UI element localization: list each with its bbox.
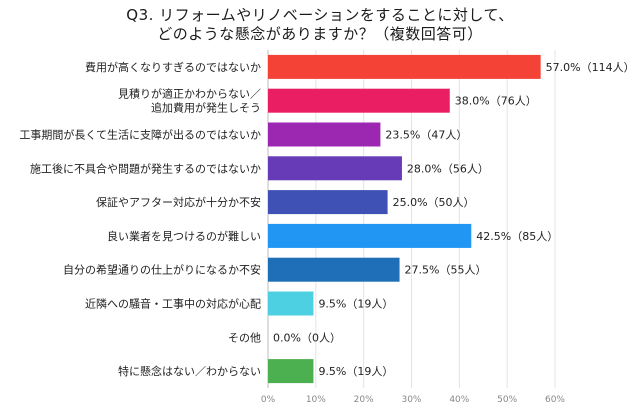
- bar: [268, 190, 388, 215]
- category-label: 自分の希望通りの仕上がりになるか不安: [63, 263, 261, 277]
- chart-title-line-1: Q3. リフォームやリノベーションをすることに対して、: [126, 6, 514, 24]
- bar: [268, 88, 450, 113]
- category-label: その他: [228, 331, 261, 344]
- value-label: 28.0%（56人）: [407, 162, 489, 175]
- x-tick-label: 30%: [401, 395, 421, 405]
- category-label: 施工後に不具合や問題が発生するのではないか: [30, 161, 261, 175]
- bar: [268, 223, 472, 248]
- x-tick-label: 0%: [261, 395, 276, 405]
- value-label: 57.0%（114人）: [546, 61, 635, 74]
- bar: [268, 54, 541, 79]
- category-label: 近隣への騒音・工事中の対応が心配: [85, 297, 261, 311]
- value-label: 25.0%（50人）: [393, 196, 475, 209]
- value-label: 27.5%（55人）: [405, 264, 487, 277]
- value-label: 42.5%（85人）: [476, 230, 558, 243]
- bar: [268, 122, 381, 147]
- x-tick-label: 40%: [449, 395, 469, 405]
- bar: [268, 291, 314, 316]
- value-label: 9.5%（19人）: [318, 365, 393, 378]
- x-tick-label: 60%: [545, 395, 565, 405]
- value-label: 38.0%（76人）: [455, 95, 537, 108]
- chart-title-line-2: どのような懸念がありますか？（複数回答可）: [157, 25, 483, 43]
- bar: [268, 156, 402, 181]
- category-label: 良い業者を見つけるのが難しい: [107, 229, 261, 243]
- value-label: 23.5%（47人）: [385, 129, 467, 142]
- category-label: 見積りが適正かわからない／: [118, 87, 261, 101]
- category-label: 保証やアフター対応が十分か不安: [96, 195, 261, 209]
- category-label: 工事期間が長くて生活に支障が出るのではないか: [19, 128, 261, 142]
- value-label: 0.0%（0人）: [273, 331, 341, 344]
- bar: [268, 257, 400, 282]
- value-label: 9.5%（19人）: [318, 298, 393, 311]
- category-label: 費用が高くなりすぎるのではないか: [85, 60, 261, 74]
- category-label: 特に懸念はない／わからない: [118, 364, 261, 378]
- x-tick-label: 10%: [306, 395, 326, 405]
- x-tick-label: 50%: [497, 395, 517, 405]
- bar: [268, 359, 314, 384]
- category-label: 追加費用が発生しそう: [151, 101, 261, 115]
- x-tick-label: 20%: [354, 395, 374, 405]
